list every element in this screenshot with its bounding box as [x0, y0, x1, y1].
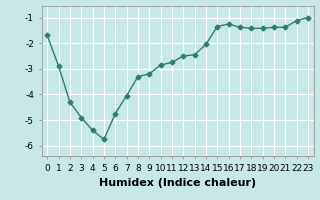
- X-axis label: Humidex (Indice chaleur): Humidex (Indice chaleur): [99, 178, 256, 188]
